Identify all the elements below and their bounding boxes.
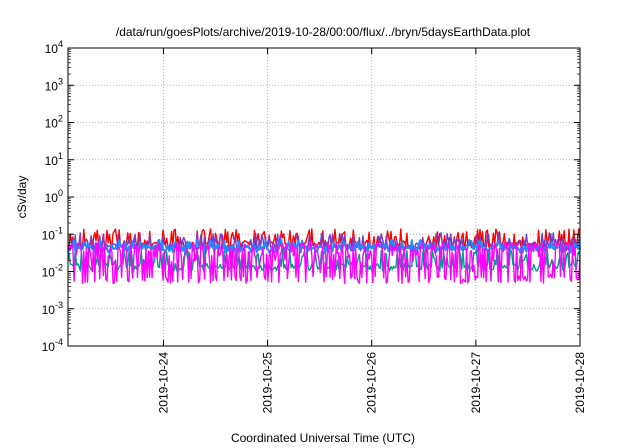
chart-title: /data/run/goesPlots/archive/2019-10-28/0… (116, 25, 531, 39)
y-tick-label: 10-3 (42, 300, 63, 317)
x-axis-label: Coordinated Universal Time (UTC) (231, 431, 415, 445)
y-tick-label: 101 (45, 151, 63, 168)
y-tick-label-exponent: -1 (55, 225, 63, 235)
y-axis-label: cSv/day (15, 176, 29, 219)
y-tick-label-base: 10 (45, 79, 59, 93)
y-tick-label-base: 10 (42, 266, 56, 280)
y-tick-label-exponent: 0 (58, 188, 63, 198)
x-axis: 2019-10-24 2019-10-25 2019-10-26 2019-10-27… (156, 48, 587, 413)
x-tick-label: 2019-10-28 (573, 352, 587, 414)
y-tick-label: 102 (45, 114, 63, 131)
grid (68, 48, 580, 346)
y-tick-label-base: 10 (42, 340, 56, 354)
series-group (67, 228, 581, 285)
y-tick-label-exponent: -3 (55, 300, 63, 310)
y-tick-label-base: 10 (45, 154, 59, 168)
y-tick-label-exponent: 4 (58, 39, 63, 49)
y-tick-label-base: 10 (42, 303, 56, 317)
y-tick-label: 10-4 (42, 337, 63, 354)
y-tick-label-base: 10 (42, 228, 56, 242)
y-tick-label: 103 (45, 76, 63, 93)
series-line (67, 241, 581, 285)
y-tick-label-base: 10 (45, 117, 59, 131)
x-tick-label: 2019-10-26 (365, 352, 379, 414)
y-tick-label-base: 10 (45, 42, 59, 56)
x-tick-label: 2019-10-24 (156, 352, 170, 414)
y-tick-label-exponent: -4 (55, 337, 63, 347)
y-tick-label-exponent: -2 (55, 263, 63, 273)
y-tick-label: 10-1 (42, 225, 63, 242)
y-tick-label-exponent: 2 (58, 114, 63, 124)
x-tick-label: 2019-10-25 (261, 352, 275, 414)
y-tick-label: 10-2 (42, 263, 63, 280)
y-tick-label: 104 (45, 39, 63, 56)
y-tick-label: 100 (45, 188, 63, 205)
y-tick-label-exponent: 3 (58, 76, 63, 86)
y-tick-label-exponent: 1 (58, 151, 63, 161)
x-tick-label: 2019-10-27 (469, 352, 483, 414)
y-tick-label-base: 10 (45, 191, 59, 205)
